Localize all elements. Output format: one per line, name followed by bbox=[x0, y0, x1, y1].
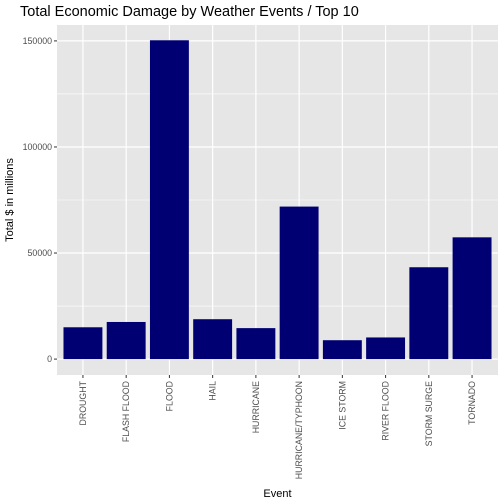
bar bbox=[63, 327, 103, 360]
x-tick-label: HAIL bbox=[208, 381, 218, 401]
x-tick-label: ICE STORM bbox=[337, 381, 347, 430]
x-tick-label: HURRICANE/TYPHOON bbox=[294, 381, 304, 479]
x-tick-label: DROUGHT bbox=[78, 380, 88, 425]
y-tick-label: 0 bbox=[47, 354, 52, 364]
bar bbox=[149, 40, 189, 360]
plot-panel: 0 50000 100000 150000 DROUGHT FLASH FLOOD FLOO… bbox=[23, 25, 498, 479]
bar bbox=[279, 206, 319, 360]
bar bbox=[452, 237, 492, 360]
x-tick-label: TORNADO bbox=[467, 381, 477, 425]
x-tick-label: RIVER FLOOD bbox=[381, 381, 391, 441]
x-tick-label: FLASH FLOOD bbox=[121, 381, 131, 442]
bar bbox=[236, 328, 276, 360]
y-tick-label: 100000 bbox=[23, 142, 52, 152]
x-tick-label: STORM SURGE bbox=[424, 381, 434, 446]
bar bbox=[366, 337, 406, 360]
x-tick-label: HURRICANE bbox=[251, 381, 261, 433]
bar bbox=[322, 340, 362, 360]
bar bbox=[409, 267, 449, 360]
y-tick-label: 50000 bbox=[28, 248, 53, 258]
y-tick-label: 150000 bbox=[23, 36, 52, 46]
y-axis-title: Total $ in millions bbox=[4, 158, 16, 242]
x-axis-title: Event bbox=[263, 488, 291, 500]
bar bbox=[106, 321, 146, 360]
x-tick-label: FLOOD bbox=[164, 381, 174, 411]
bar bbox=[193, 319, 233, 360]
chart-title: Total Economic Damage by Weather Events … bbox=[20, 4, 359, 20]
